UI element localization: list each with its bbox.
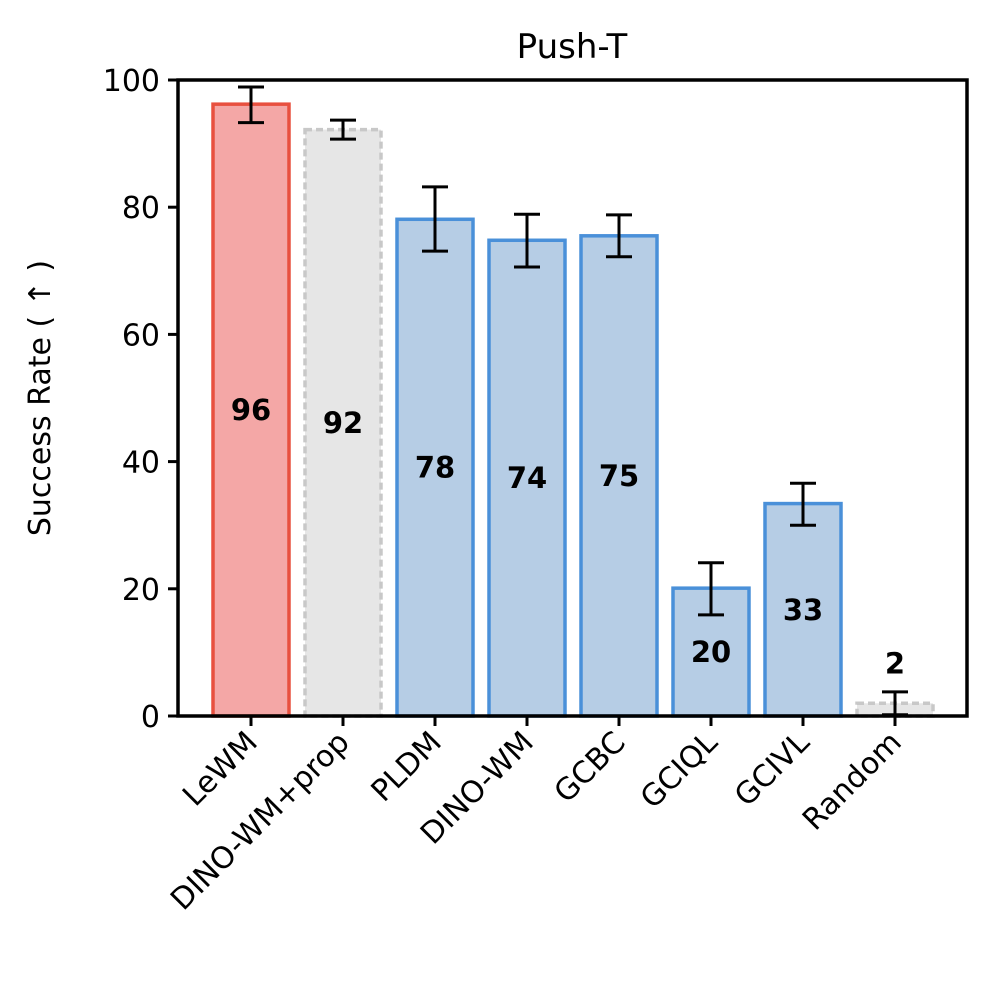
y-tick-label: 20 <box>122 573 160 608</box>
data-label: 2 <box>885 646 905 680</box>
x-tick-label: PLDM <box>365 725 449 809</box>
data-label: 33 <box>783 593 823 627</box>
y-tick-label: 40 <box>122 446 160 481</box>
bar <box>303 127 383 718</box>
data-label: 20 <box>691 635 731 669</box>
y-tick-label: 80 <box>122 191 160 226</box>
data-label: 75 <box>599 459 639 493</box>
y-tick-label: 0 <box>141 700 160 735</box>
data-label: 96 <box>231 393 271 427</box>
y-axis-label: Success Rate ( ↑ ) <box>23 260 58 536</box>
x-tick-label: LeWM <box>176 725 265 814</box>
y-tick-label: 60 <box>122 318 160 353</box>
data-label: 92 <box>323 406 363 440</box>
data-label: 78 <box>415 451 455 485</box>
bar <box>487 238 567 718</box>
y-tick-label: 100 <box>103 64 160 99</box>
x-tick-label: GCIVL <box>728 725 817 814</box>
data-label: 74 <box>507 461 547 495</box>
x-tick-label: GCIQL <box>634 725 725 816</box>
x-tick-label: GCBC <box>548 725 633 810</box>
x-tick-label: Random <box>796 725 909 838</box>
plot-frame <box>176 78 969 718</box>
chart-title: Push-T <box>517 27 628 67</box>
